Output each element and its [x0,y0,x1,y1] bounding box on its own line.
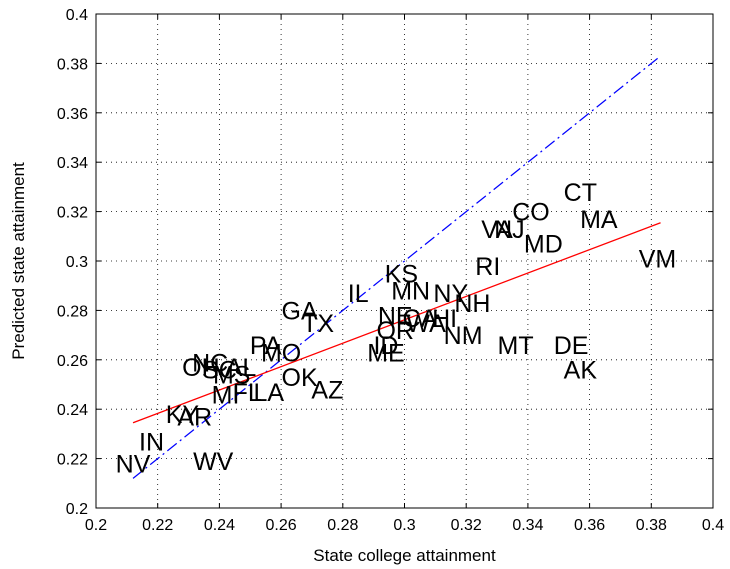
y-tick-label: 0.4 [66,7,88,24]
state-label-mi: MI [212,381,240,409]
state-label-ga: GA [282,297,318,325]
state-label-oh: OH [182,354,220,382]
y-tick-label: 0.2 [66,501,88,518]
x-tick-label: 0.22 [142,517,173,534]
state-label-md: MD [524,231,563,259]
state-label-hi: HI [432,305,457,333]
x-tick-label: 0.2 [85,517,107,534]
x-tick-label: 0.34 [512,517,543,534]
state-label-ar: AR [177,404,212,432]
y-tick-label: 0.32 [57,205,88,222]
axis-ticks: 0.2 0.22 0.24 0.26 0.28 0.3 0.32 0.34 0.36 0.38 0.… [57,7,724,534]
reference-lines [132,55,661,479]
state-label-ky: KY [166,401,200,429]
state-label-nj: NJ [494,216,525,244]
state-label-nc: NC [192,349,228,377]
state-label-ak: AK [564,357,598,385]
y-tick-label: 0.3 [66,254,88,271]
y-tick-label: 0.36 [57,106,88,123]
y-tick-label: 0.34 [57,155,88,172]
state-label-co: CO [512,199,550,227]
state-label-nv: NV [116,451,151,479]
x-tick-label: 0.32 [451,517,482,534]
state-label-az: AZ [311,376,343,404]
state-label-ca: CA [403,305,438,333]
x-tick-label: 0.26 [266,517,297,534]
state-label-sc: SC [202,357,237,385]
x-tick-label: 0.28 [327,517,358,534]
state-label-vm: VM [639,246,677,274]
state-label-al: AL [226,354,257,382]
state-label-mt: MT [498,332,534,360]
y-tick-label: 0.38 [57,56,88,73]
y-tick-label: 0.28 [57,303,88,320]
x-tick-label: 0.24 [204,517,235,534]
y-tick-label: 0.26 [57,353,88,370]
x-tick-label: 0.36 [574,517,605,534]
state-label-ok: OK [282,364,318,392]
state-label-ct: CT [564,179,597,207]
state-label-in: IN [139,428,164,456]
state-label-la: LA [253,379,284,407]
state-label-ms: MS [213,362,251,390]
x-tick-label: 0.38 [636,517,667,534]
state-label-wa: WA [406,310,446,338]
x-axis-label: State college attainment [313,546,496,565]
state-label-de: DE [554,332,589,360]
state-label-nm: NM [444,322,483,350]
state-label-wv: WV [193,448,234,476]
state-label-mn: MN [391,278,430,306]
state-label-ri: RI [475,253,500,281]
state-label-pa: PA [250,332,282,360]
state-label-ma: MA [580,206,618,234]
state-label-nh: NH [454,290,490,318]
state-label-fl: FL [233,379,262,407]
identity-line [132,55,661,479]
state-label-or: OR [376,317,414,345]
state-label-mo: MO [261,339,301,367]
y-axis-label: Predicted state attainment [9,162,28,360]
state-label-ny: NY [433,280,468,308]
x-tick-label: 0.4 [702,517,724,534]
x-tick-label: 0.3 [393,517,415,534]
state-label-ks: KS [385,260,418,288]
y-tick-label: 0.24 [57,402,88,419]
state-label-id: ID [373,332,398,360]
state-label-ne: NE [378,302,413,330]
state-label-il: IL [348,280,369,308]
fit-line [132,222,661,424]
state-label-me: ME [367,339,405,367]
state-label-va: VA [481,216,513,244]
y-tick-label: 0.22 [57,452,88,469]
state-label-tx: TX [302,310,334,338]
